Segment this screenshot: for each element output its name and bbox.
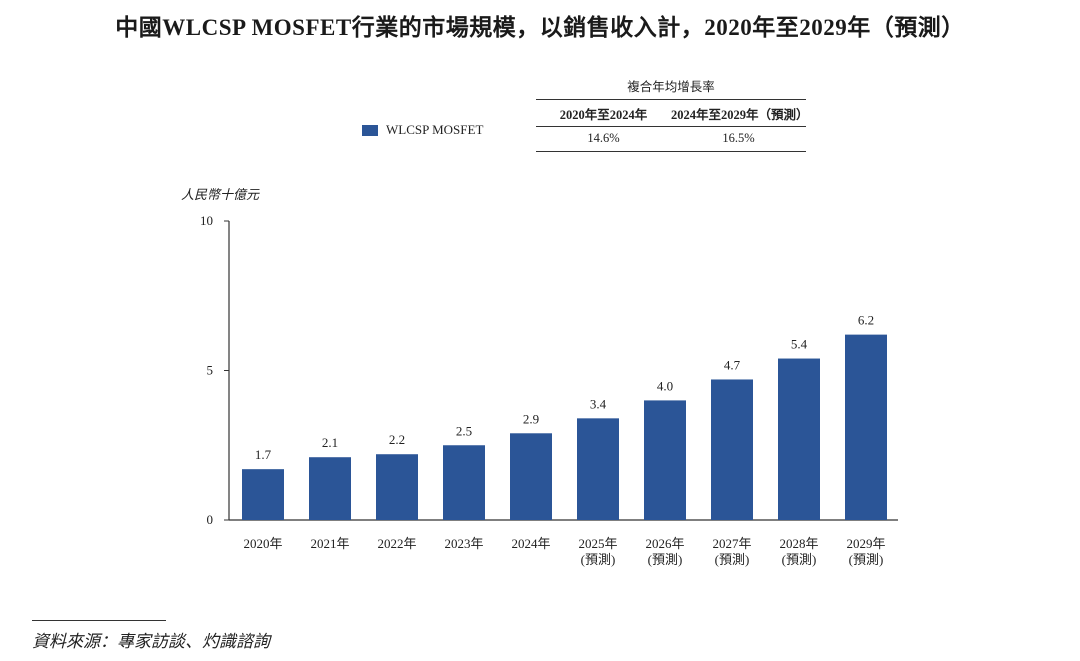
x-tick-label: 2029年 (846, 536, 885, 551)
bar-value-label: 2.2 (389, 432, 405, 447)
bar-value-label: 4.0 (657, 378, 673, 393)
bar-value-label: 2.5 (456, 423, 472, 438)
y-tick-label: 5 (207, 363, 214, 378)
bar (242, 469, 284, 520)
cagr-table: 複合年均增長率 2020年至2024年 2024年至2029年（預測） 14.6… (536, 76, 809, 152)
cagr-period-1: 2020年至2024年 (559, 108, 648, 122)
bar-value-label: 6.2 (858, 313, 874, 328)
x-tick-note: (預測) (648, 552, 683, 567)
cagr-header: 複合年均增長率 (536, 76, 806, 100)
bar-value-label: 3.4 (590, 396, 607, 411)
y-tick-label: 0 (207, 512, 214, 527)
bar (644, 400, 686, 520)
x-tick-label: 2023年 (444, 536, 483, 551)
cagr-period-2: 2024年至2029年（預測） (671, 108, 809, 122)
cagr-period-row: 2020年至2024年 2024年至2029年（預測） (536, 100, 809, 127)
chart-legend: WLCSP MOSFET (362, 122, 483, 138)
cagr-value-row: 14.6% 16.5% (536, 127, 806, 152)
source-note: 資料來源：專家訪談、灼識諮詢 (32, 632, 270, 651)
bar-value-label: 1.7 (255, 447, 272, 462)
x-tick-label: 2021年 (310, 536, 349, 551)
bar (778, 358, 820, 520)
bar (845, 334, 887, 520)
legend-label: WLCSP MOSFET (386, 122, 484, 137)
bar (376, 454, 418, 520)
y-axis-unit-label: 人民幣十億元 (181, 187, 260, 202)
bar-value-label: 2.9 (523, 411, 539, 426)
y-tick-label: 10 (200, 213, 213, 228)
x-tick-label: 2024年 (511, 536, 550, 551)
x-tick-note: (預測) (782, 552, 817, 567)
bar (711, 379, 753, 520)
x-tick-note: (預測) (581, 552, 616, 567)
legend-swatch (362, 124, 378, 136)
x-tick-label: 2026年 (645, 536, 684, 551)
cagr-value-2: 16.5% (722, 131, 755, 145)
cagr-value-1: 14.6% (587, 131, 620, 145)
x-tick-label: 2025年 (578, 536, 617, 551)
bar-value-label: 2.1 (322, 435, 338, 450)
x-tick-label: 2027年 (712, 536, 751, 551)
x-tick-note: (預測) (715, 552, 750, 567)
x-tick-label: 2022年 (377, 536, 416, 551)
bar-value-label: 4.7 (724, 357, 741, 372)
x-tick-label: 2020年 (243, 536, 282, 551)
bar (443, 445, 485, 520)
source-divider (32, 620, 166, 621)
bar-value-label: 5.4 (791, 337, 808, 352)
bar (510, 433, 552, 520)
bar (577, 418, 619, 520)
x-tick-note: (預測) (849, 552, 884, 567)
x-tick-label: 2028年 (779, 536, 818, 551)
bar (309, 457, 351, 520)
chart-title: 中國WLCSP MOSFET行業的市場規模，以銷售收入計，2020年至2029年… (115, 15, 965, 40)
